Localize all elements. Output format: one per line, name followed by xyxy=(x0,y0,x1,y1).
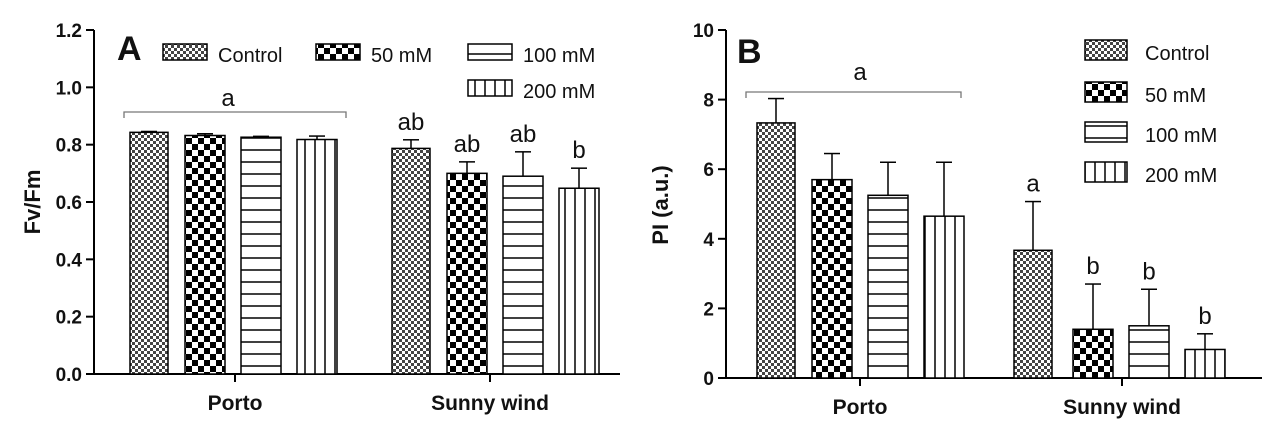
bar-checker-bold xyxy=(1072,328,1114,379)
bar-checker-fine xyxy=(1013,249,1053,379)
y-tick-label: 2 xyxy=(703,299,714,320)
legend-label: Control xyxy=(218,45,282,67)
legend-swatch xyxy=(467,79,513,97)
bar-checker-fine xyxy=(129,131,169,375)
x-tick-label: Sunny wind xyxy=(431,392,549,415)
bar-checker-bold xyxy=(184,134,226,375)
bar-horizontal xyxy=(1128,325,1170,379)
legend-swatch xyxy=(162,43,208,61)
legend-label: 50 mM xyxy=(1145,85,1206,107)
x-tick-label: Porto xyxy=(208,392,263,415)
y-tick-label: 0.8 xyxy=(56,136,82,157)
panel-b: 0 2 4 6 8 10 Porto Sunny wind PI (a.u.) Ba a b b b Con… xyxy=(648,21,1262,419)
legend-swatch xyxy=(1084,161,1128,183)
legend-label: 100 mM xyxy=(523,45,595,67)
y-tick-label: 0 xyxy=(703,369,714,390)
panel-letter: A xyxy=(117,30,142,68)
bar-significance-label: ab xyxy=(510,121,537,148)
bar-horizontal xyxy=(240,136,282,375)
bar-significance-label: ab xyxy=(454,131,481,158)
bar-checker-fine xyxy=(391,147,431,375)
legend-swatch xyxy=(1084,121,1128,143)
panel-letter: B xyxy=(737,33,762,71)
y-axis-title: Fv/Fm xyxy=(20,170,45,235)
y-tick-label: 8 xyxy=(703,91,714,112)
y-tick-label: 0.6 xyxy=(56,193,82,214)
legend-swatch xyxy=(467,43,513,61)
y-axis-title: PI (a.u.) xyxy=(648,165,673,244)
y-tick-label: 1.2 xyxy=(56,21,82,42)
legend-label: 50 mM xyxy=(371,45,432,67)
bar-vertical xyxy=(923,215,965,379)
legend-swatch xyxy=(1084,81,1128,103)
legend-label: 200 mM xyxy=(523,81,595,103)
bar-significance-label: b xyxy=(1142,258,1155,285)
significance-bracket xyxy=(123,111,347,118)
bar-significance-label: b xyxy=(1198,303,1211,330)
bar-checker-bold xyxy=(446,172,488,375)
bar-significance-label: a xyxy=(1026,171,1040,198)
bar-vertical xyxy=(558,187,600,375)
bar-vertical xyxy=(1184,348,1226,379)
bar-significance-label: b xyxy=(572,137,585,164)
significance-label: a xyxy=(853,59,867,86)
legend-label: 100 mM xyxy=(1145,125,1217,147)
significance-label: a xyxy=(221,85,235,112)
y-tick-label: 10 xyxy=(693,21,714,42)
legend-swatch xyxy=(315,43,361,61)
y-tick-label: 6 xyxy=(703,160,714,181)
panel-a: 0.0 0.2 0.4 0.6 0.8 1.0 1.2 Porto Sunny wind Fv/F… xyxy=(20,21,620,415)
legend-label: Control xyxy=(1145,43,1209,65)
bar-significance-label: b xyxy=(1086,253,1099,280)
bar-horizontal xyxy=(502,175,544,375)
y-tick-label: 4 xyxy=(703,230,714,251)
x-tick-label: Porto xyxy=(833,396,888,419)
x-tick-label: Sunny wind xyxy=(1063,396,1181,419)
bar-checker-bold xyxy=(811,178,853,379)
bar-vertical xyxy=(296,138,338,375)
y-tick-label: 0.0 xyxy=(56,365,82,386)
significance-bracket xyxy=(745,91,962,98)
bar-significance-label: ab xyxy=(398,109,425,136)
y-tick-label: 1.0 xyxy=(56,78,82,99)
bar-horizontal xyxy=(867,194,909,379)
legend-label: 200 mM xyxy=(1145,165,1217,187)
y-tick-label: 0.2 xyxy=(56,308,82,329)
bar-checker-fine xyxy=(756,122,796,379)
legend-swatch xyxy=(1084,39,1128,61)
y-tick-label: 0.4 xyxy=(56,250,83,271)
